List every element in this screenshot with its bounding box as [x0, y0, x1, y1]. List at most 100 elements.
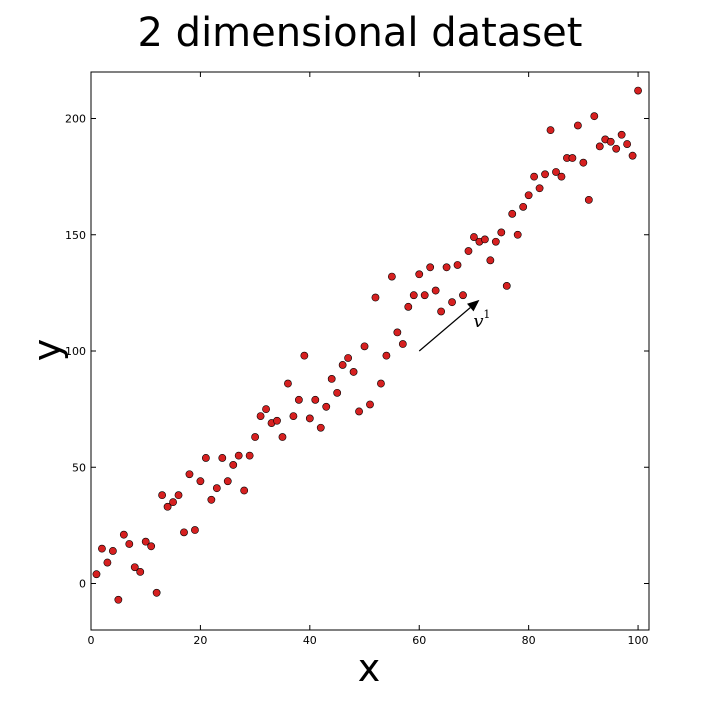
data-point	[103, 558, 112, 567]
data-point	[404, 302, 413, 311]
x-axis-label: x	[358, 646, 381, 690]
data-point	[174, 491, 183, 500]
data-point	[366, 400, 374, 409]
y-axis: 0 50 100 150 200	[65, 113, 649, 591]
data-point	[393, 328, 402, 337]
data-point	[300, 351, 309, 360]
x-axis: 0 20 40 60 80 100	[88, 72, 649, 647]
data-point	[201, 454, 210, 462]
data-point	[262, 405, 270, 414]
data-point	[251, 433, 260, 441]
data-point	[284, 379, 292, 388]
data-point	[590, 112, 599, 121]
data-point	[557, 172, 566, 181]
data-point	[442, 263, 451, 272]
arrow-head	[467, 299, 480, 312]
data-point	[573, 121, 582, 130]
data-point	[437, 307, 446, 316]
data-point	[480, 235, 489, 244]
y-tick-label: 50	[72, 461, 86, 474]
data-point	[497, 228, 506, 237]
data-point	[530, 172, 539, 181]
data-point	[92, 570, 101, 579]
data-point	[426, 263, 435, 272]
x-tick-label: 80	[522, 634, 536, 647]
data-point	[491, 237, 500, 246]
data-point	[169, 498, 177, 507]
data-point	[136, 567, 145, 576]
data-points	[92, 86, 642, 604]
data-point	[606, 137, 615, 146]
data-point	[196, 477, 205, 486]
data-point	[634, 86, 642, 95]
data-point	[125, 540, 134, 548]
data-point	[612, 144, 621, 153]
x-tick-label: 60	[412, 634, 426, 647]
data-point	[191, 526, 199, 534]
data-point	[289, 412, 298, 420]
data-point	[234, 451, 243, 460]
data-point	[158, 491, 167, 500]
data-point	[519, 202, 528, 211]
data-point	[141, 537, 150, 546]
data-point	[387, 272, 396, 281]
data-point	[470, 233, 478, 241]
data-point	[617, 130, 626, 139]
data-point	[185, 470, 194, 479]
data-point	[212, 484, 221, 493]
data-point	[508, 209, 517, 218]
x-tick-label: 100	[628, 634, 649, 647]
data-point	[240, 486, 249, 495]
data-point	[108, 547, 117, 555]
data-point	[322, 402, 331, 411]
data-point	[398, 340, 407, 348]
data-point	[371, 293, 380, 302]
data-point	[448, 298, 456, 307]
y-tick-label: 0	[79, 578, 86, 591]
data-point	[355, 407, 363, 416]
x-tick-label: 0	[88, 634, 95, 647]
data-point	[486, 256, 495, 265]
data-point	[382, 351, 391, 360]
chart-title: 2 dimensional dataset	[138, 10, 583, 56]
data-point	[273, 416, 281, 425]
data-point	[223, 477, 232, 486]
data-point	[278, 433, 287, 441]
data-point	[152, 588, 161, 597]
data-point	[98, 544, 106, 553]
data-point	[541, 170, 549, 179]
data-point	[579, 158, 588, 167]
data-point	[568, 154, 577, 162]
arrow-shaft	[418, 307, 471, 352]
data-point	[415, 270, 424, 279]
data-point	[546, 126, 555, 135]
data-point	[502, 281, 511, 290]
data-point	[584, 195, 593, 204]
data-point	[513, 230, 522, 239]
data-point	[344, 354, 353, 362]
arrow-label: v	[473, 311, 483, 332]
data-point	[628, 151, 637, 160]
y-tick-label: 150	[65, 229, 86, 242]
y-axis-label: y	[25, 339, 69, 362]
data-point	[305, 414, 314, 423]
data-point	[623, 140, 632, 148]
data-point	[535, 184, 544, 193]
data-point	[130, 563, 139, 572]
data-point	[431, 286, 440, 295]
y-tick-label: 200	[65, 113, 86, 126]
x-tick-label: 20	[193, 634, 207, 647]
x-tick-label: 40	[303, 634, 317, 647]
plot-area	[90, 71, 650, 631]
data-point	[114, 595, 123, 604]
data-point	[229, 461, 238, 469]
data-point	[595, 142, 604, 151]
data-point	[524, 191, 533, 200]
data-point	[207, 495, 216, 504]
data-point	[180, 528, 188, 537]
data-point	[552, 168, 560, 176]
data-point	[333, 388, 342, 397]
data-point	[316, 423, 325, 432]
data-point	[338, 361, 347, 369]
